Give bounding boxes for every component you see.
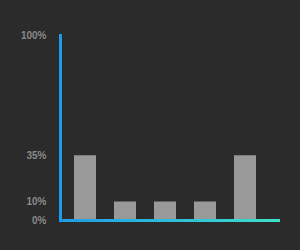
svg-text:35%: 35%: [26, 150, 46, 161]
svg-text:10%: 10%: [26, 196, 46, 207]
svg-text:0%: 0%: [32, 215, 47, 226]
svg-text:100%: 100%: [21, 30, 47, 41]
